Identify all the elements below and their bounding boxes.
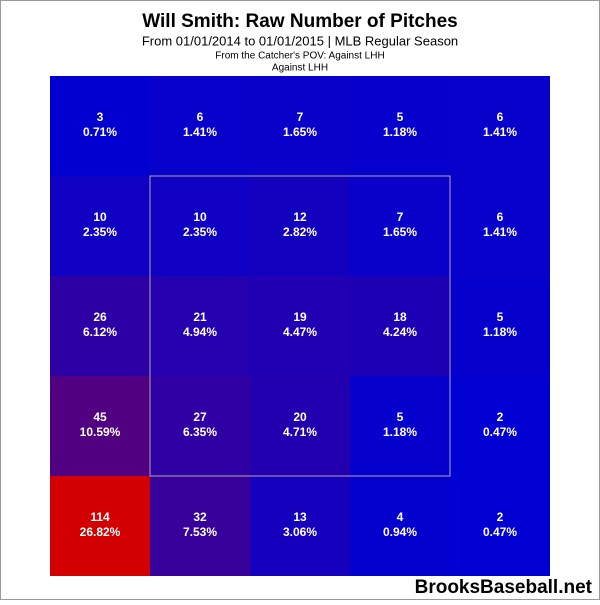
- cell-percent: 1.41%: [483, 225, 517, 239]
- cell: [350, 76, 450, 176]
- cell-percent: 0.47%: [483, 525, 517, 539]
- cell-percent: 4.71%: [283, 425, 317, 439]
- cell-count: 45: [93, 410, 107, 424]
- cell-count: 6: [497, 110, 504, 124]
- cell-percent: 0.47%: [483, 425, 517, 439]
- cell-percent: 6.35%: [183, 425, 217, 439]
- cell: [350, 376, 450, 476]
- cell-count: 26: [93, 310, 107, 324]
- cell: [150, 176, 250, 276]
- cell-percent: 1.65%: [383, 225, 417, 239]
- cell-count: 2: [497, 410, 504, 424]
- cell-count: 21: [193, 310, 207, 324]
- cell: [50, 376, 150, 476]
- cell-percent: 1.18%: [383, 125, 417, 139]
- cell-count: 13: [293, 510, 307, 524]
- cell-count: 18: [393, 310, 407, 324]
- cell-percent: 2.82%: [283, 225, 317, 239]
- cell-percent: 6.12%: [83, 325, 117, 339]
- cell-percent: 10.59%: [80, 425, 121, 439]
- cell-count: 6: [197, 110, 204, 124]
- cell-count: 20: [293, 410, 307, 424]
- cell-percent: 1.18%: [383, 425, 417, 439]
- cell: [250, 276, 350, 376]
- cell-percent: 4.24%: [383, 325, 417, 339]
- cell: [50, 76, 150, 176]
- cell-count: 5: [397, 410, 404, 424]
- cell-count: 2: [497, 510, 504, 524]
- cell-percent: 0.94%: [383, 525, 417, 539]
- cell-percent: 26.82%: [80, 525, 121, 539]
- cell: [150, 376, 250, 476]
- cell-count: 32: [193, 510, 207, 524]
- cell: [250, 376, 350, 476]
- cell: [450, 276, 550, 376]
- cell: [50, 176, 150, 276]
- cell-count: 10: [193, 210, 207, 224]
- watermark: BrooksBaseball.net: [415, 577, 593, 598]
- cell: [450, 476, 550, 576]
- cell: [250, 76, 350, 176]
- cell-count: 5: [497, 310, 504, 324]
- cell: [150, 76, 250, 176]
- cell: [350, 276, 450, 376]
- chart-subtitle: From 01/01/2014 to 01/01/2015 | MLB Regu…: [142, 33, 458, 48]
- cell-count: 10: [93, 210, 107, 224]
- cell-count: 5: [397, 110, 404, 124]
- chart-title: Will Smith: Raw Number of Pitches: [142, 11, 457, 32]
- cell-count: 12: [293, 210, 307, 224]
- cell-count: 3: [97, 110, 104, 124]
- cell: [450, 176, 550, 276]
- cell-count: 7: [397, 210, 404, 224]
- cell-percent: 3.06%: [283, 525, 317, 539]
- cell-percent: 1.65%: [283, 125, 317, 139]
- strike-zone: [149, 175, 451, 477]
- cell-percent: 1.41%: [183, 125, 217, 139]
- cell-count: 114: [90, 510, 110, 524]
- cell-percent: 7.53%: [183, 525, 217, 539]
- cell: [50, 476, 150, 576]
- cell: [350, 476, 450, 576]
- cell: [450, 376, 550, 476]
- cell: [150, 476, 250, 576]
- cell-percent: 0.71%: [83, 125, 117, 139]
- heatmap: 30.71%61.41%71.65%51.18%61.41%102.35%102…: [50, 76, 550, 576]
- cell-count: 7: [297, 110, 304, 124]
- annotation: Against LHH: [272, 63, 328, 74]
- annotation: From the Catcher's POV: Against LHH: [215, 51, 384, 62]
- cell-percent: 2.35%: [183, 225, 217, 239]
- cell: [450, 76, 550, 176]
- cell-count: 19: [293, 310, 307, 324]
- cell-count: 6: [497, 210, 504, 224]
- cell-count: 27: [193, 410, 207, 424]
- cell: [350, 176, 450, 276]
- cell-percent: 4.47%: [283, 325, 317, 339]
- cell: [50, 276, 150, 376]
- cell-percent: 1.18%: [483, 325, 517, 339]
- cell-percent: 2.35%: [83, 225, 117, 239]
- cell-count: 4: [397, 510, 404, 524]
- cell: [150, 276, 250, 376]
- cell-percent: 4.94%: [183, 325, 217, 339]
- cell: [250, 476, 350, 576]
- cell: [250, 176, 350, 276]
- cell-percent: 1.41%: [483, 125, 517, 139]
